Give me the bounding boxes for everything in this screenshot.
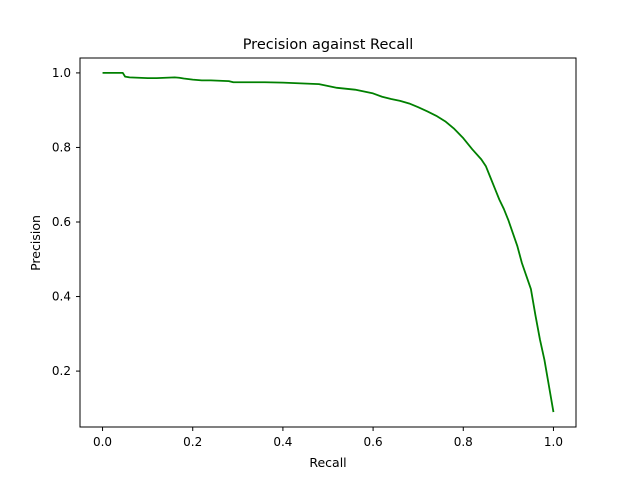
y-tick-label: 0.6 — [52, 215, 71, 229]
x-axis-ticks: 0.0 0.2 0.4 0.6 0.8 1.0 — [93, 427, 563, 449]
x-tick-label: 0.2 — [183, 435, 202, 449]
y-tick-label: 0.4 — [52, 290, 71, 304]
x-axis-label: Recall — [309, 455, 346, 470]
x-tick-label: 1.0 — [544, 435, 563, 449]
y-tick-label: 1.0 — [52, 66, 71, 80]
x-tick-label: 0.0 — [93, 435, 112, 449]
y-tick-label: 0.8 — [52, 140, 71, 154]
y-tick-label: 0.2 — [52, 364, 71, 378]
y-axis-label: Precision — [28, 215, 43, 271]
axes-frame — [79, 57, 577, 428]
x-tick-label: 0.4 — [273, 435, 292, 449]
precision-recall-line — [102, 72, 555, 413]
chart-title: Precision against Recall — [243, 37, 414, 53]
x-tick-label: 0.8 — [454, 435, 473, 449]
x-tick-label: 0.6 — [364, 435, 383, 449]
y-axis-ticks: 0.2 0.4 0.6 0.8 1.0 — [52, 66, 80, 378]
plot-area — [102, 72, 555, 413]
